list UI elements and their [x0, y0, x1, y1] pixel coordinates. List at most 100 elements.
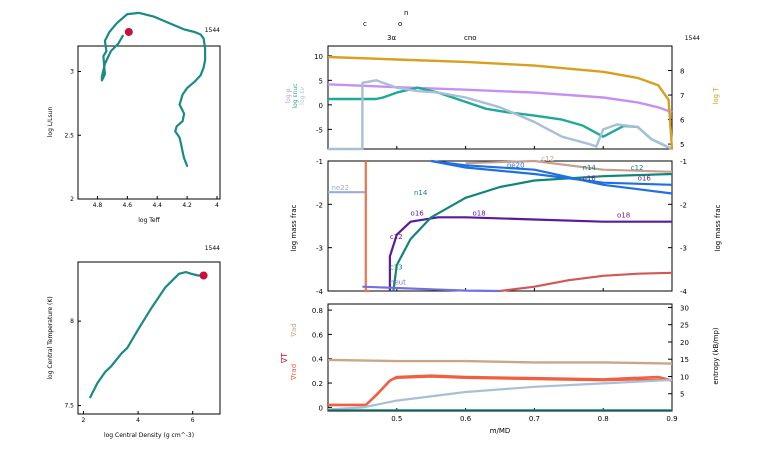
profile-top-lines	[327, 55, 674, 151]
label-n: n	[404, 9, 408, 17]
abund-y-tick-label: -1	[316, 158, 323, 166]
grad-x-tick-label: 0.7	[529, 415, 540, 423]
gradient-x-label: m/MD	[490, 427, 511, 435]
hr-x-tick-label: 4.2	[182, 202, 192, 209]
grad-y-tick-label-right: 10	[680, 373, 689, 381]
top-y-tick-label-right: 8	[680, 68, 684, 76]
profile-model-number: 1544	[685, 35, 700, 42]
grad-y-tick-label: 0.4	[312, 356, 324, 364]
hr-x-tick-label: 4.8	[93, 202, 103, 209]
abundance-labels: ne22 n14 o16 c12 c13 neut o18 c12 n14 o16 ne20 c12 o…	[331, 155, 651, 286]
ne20-line	[431, 159, 673, 195]
rhoT-model-number: 1544	[205, 245, 220, 252]
abundance-label: n14	[414, 189, 428, 197]
rhoT-plot-frame	[77, 261, 221, 415]
abundance-label: o16	[411, 209, 425, 217]
legend-log-T: log T	[712, 87, 720, 105]
grad-y-tick-label-right: 20	[680, 339, 689, 347]
hr-model-number: 1544	[205, 27, 220, 34]
log-T-line	[327, 55, 674, 150]
abundance-label: o18	[472, 209, 485, 217]
rhoT-y-tick-label: 7.5	[64, 403, 74, 410]
grad-T-line	[328, 376, 673, 406]
top-y-tick-label: 5	[319, 77, 323, 85]
label-o: o	[398, 20, 402, 28]
grad-x-tick-label: 0.6	[460, 415, 472, 423]
top-y-tick-label-right: 7	[680, 92, 684, 100]
abundance-label: c12	[631, 164, 644, 172]
rhoT-ticks: 2 4 6 7.5 8	[64, 318, 194, 424]
abund-y-tick-label: -3	[316, 245, 323, 253]
abund-y-tick-label-right: -1	[680, 158, 687, 166]
c13-line	[499, 271, 673, 293]
abundance-label: ne22	[331, 184, 349, 192]
rhoT-y-tick-label: 8	[70, 318, 74, 325]
entropy-line	[327, 378, 673, 411]
rhoT-x-tick-label: 4	[136, 417, 140, 424]
c12-line	[465, 159, 673, 173]
hr-y-tick-label: 2	[70, 196, 74, 203]
rhoT-x-tick-label: 2	[82, 417, 86, 424]
hr-x-tick-label: 4	[215, 202, 219, 209]
rhoT-x-tick-label: 6	[191, 417, 195, 424]
rhoT-panel: 1544 log Central Density (g cm^-3) log C…	[47, 245, 221, 439]
abundance-label: ne20	[507, 162, 525, 170]
hr-y-label: log L/Lsun	[47, 107, 54, 138]
log-rho-line	[327, 83, 673, 114]
top-y-tick-label-right: 5	[680, 141, 684, 149]
hr-current-marker	[124, 27, 133, 36]
gradient-y-label-T: ∇T	[280, 353, 289, 364]
abundance-label: c13	[390, 264, 403, 272]
hr-x-tick-label: 4.6	[123, 202, 133, 209]
abund-y-tick-label-right: -2	[680, 201, 687, 209]
abundance-lines	[328, 159, 673, 293]
hr-plot-frame	[77, 45, 221, 200]
grad-y-tick-label: 0.8	[312, 307, 323, 315]
n14-line	[392, 172, 673, 292]
legend-log-eps-nu: log εν	[299, 87, 306, 105]
hr-track-line	[100, 11, 207, 167]
rhoT-current-marker	[199, 271, 208, 280]
abund-y-tick-label-right: -3	[680, 245, 687, 253]
hr-diagram-panel: 1544 log Teff log L/Lsun 4.8 4.6 4.4 4.2 4 2 2…	[47, 11, 221, 224]
legend-log-eps-nuc: log εnuc	[292, 83, 299, 108]
gradient-y-label-right: entropy (kB/mp)	[712, 327, 720, 385]
legend-log-rho: log ρ	[285, 88, 292, 103]
rhoT-track-line	[89, 271, 205, 399]
gradient-lines	[327, 358, 673, 411]
log-eps-nuc-line	[328, 86, 673, 151]
abundance-y-label-left: log mass frac	[290, 204, 298, 251]
abundance-label: o16	[583, 175, 597, 183]
label-c: c	[363, 20, 367, 28]
abundance-ticks: -1 -1 -2 -2 -3 -3 -4 -4	[316, 158, 688, 296]
abundance-label: n14	[583, 164, 597, 172]
profile-top-panel: 10 5 0 -5 8 7 6 5 log ρ log εnuc log εν log T	[285, 45, 720, 151]
grad-y-tick-label-right: 25	[680, 322, 689, 330]
grad-ad-line	[327, 358, 673, 365]
gradient-y-label-ad: ∇ad	[290, 323, 298, 337]
gradient-frame	[327, 303, 673, 412]
h1-line	[364, 161, 370, 293]
grad-x-tick-label: 0.9	[666, 415, 677, 423]
gradient-y-label-rad: ∇rad	[290, 364, 298, 381]
abundance-y-label-right: log mass frac	[714, 204, 722, 251]
abundance-label: o18	[617, 212, 630, 220]
grad-y-tick-label-right: 5	[680, 391, 684, 399]
abundance-label: o16	[638, 175, 652, 183]
abundance-frame	[327, 160, 673, 292]
grad-y-tick-label-right: 15	[680, 356, 689, 364]
label-cno: cno	[464, 34, 477, 42]
o16-line	[388, 216, 672, 291]
abundance-label: c12	[390, 233, 403, 241]
abundance-label: c12	[541, 155, 554, 163]
hr-y-tick-label: 3	[70, 69, 74, 76]
grad-x-tick-label: 0.8	[598, 415, 609, 423]
top-y-tick-label-right: 6	[680, 117, 685, 125]
neut-line	[362, 285, 501, 293]
hr-ticks: 4.8 4.6 4.4 4.2 4 2 2.5 3	[64, 69, 219, 210]
grad-y-tick-label: 0	[319, 404, 323, 412]
rhoT-x-label: log Central Density (g cm^-3)	[104, 432, 194, 439]
abund-y-tick-label: -4	[316, 288, 324, 296]
